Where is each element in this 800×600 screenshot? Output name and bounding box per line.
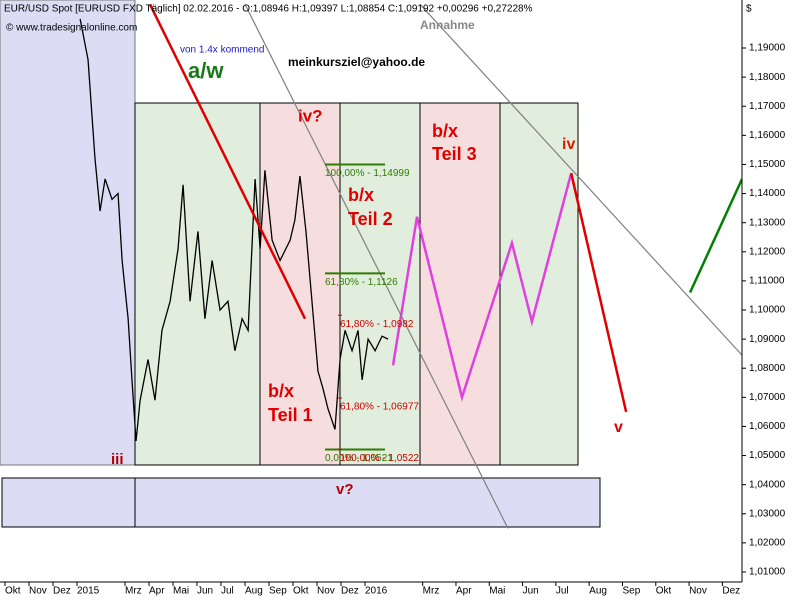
fib-label: 61,80% - 1,1126 — [325, 277, 398, 288]
x-tick-label: Jul — [556, 586, 569, 597]
x-tick-label: Sep — [622, 586, 640, 597]
x-tick-label: Nov — [317, 586, 335, 597]
price-line — [79, 18, 389, 442]
x-tick-label: Okt — [5, 586, 21, 597]
x-tick-label: Okt — [656, 586, 672, 597]
x-tick-label: Aug — [245, 586, 263, 597]
x-tick-label: Aug — [589, 586, 607, 597]
x-tick-label: Mrz — [125, 586, 142, 597]
x-tick-label: 2016 — [365, 586, 388, 597]
annotation: iv? — [298, 106, 323, 125]
annotation: Teil 2 — [348, 209, 393, 229]
annotation: Teil 1 — [268, 405, 313, 425]
y-tick-label: 1,10000 — [749, 305, 786, 316]
y-tick-label: 1,12000 — [749, 246, 786, 257]
annotation: v — [614, 419, 623, 436]
x-tick-label: Jul — [221, 586, 234, 597]
y-tick-label: 1,04000 — [749, 479, 786, 490]
y-tick-label: 1,13000 — [749, 217, 786, 228]
fib-label: 0,00% - 1,0521 — [325, 453, 393, 464]
currency: $ — [746, 4, 752, 15]
annotation: iii — [111, 451, 124, 468]
x-tick-label: Dez — [341, 586, 359, 597]
y-tick-label: 1,16000 — [749, 130, 786, 141]
forecast-line — [244, 4, 509, 529]
fib-label: 61,80% - 1,0982 — [340, 319, 414, 330]
x-tick-label: Mai — [489, 586, 505, 597]
annotation: a/w — [188, 58, 224, 83]
annotation: von 1.4x kommend — [180, 45, 265, 56]
annotation: b/x — [432, 121, 458, 141]
x-tick-label: Dez — [53, 586, 71, 597]
y-tick-label: 1,08000 — [749, 363, 786, 374]
forecast-line — [148, 3, 307, 320]
plot — [79, 3, 742, 529]
annotation: meinkursziel@yahoo.de — [288, 55, 425, 69]
forecast-line — [688, 178, 742, 294]
x-tick-label: Nov — [29, 586, 47, 597]
x-tick-label: Mrz — [423, 586, 440, 597]
y-tick-label: 1,09000 — [749, 334, 786, 345]
forecast-line — [569, 172, 628, 413]
copyright: © www.tradesignalonline.com — [6, 23, 137, 34]
y-tick-label: 1,07000 — [749, 392, 786, 403]
chart-title: EUR/USD Spot [EURUSD FXD Täglich] 02.02.… — [4, 4, 533, 15]
annotation: b/x — [268, 381, 294, 401]
annotation: b/x — [348, 185, 374, 205]
y-tick-label: 1,03000 — [749, 508, 786, 519]
x-tick-label: Apr — [456, 586, 472, 597]
forecast-line — [419, 3, 742, 356]
fib-label: 100,00% - 1,0522 — [340, 453, 419, 464]
x-tick-label: Apr — [149, 586, 165, 597]
y-tick-label: 1,02000 — [749, 538, 786, 549]
y-tick-label: 1,06000 — [749, 421, 786, 432]
y-tick-label: 1,11000 — [749, 276, 785, 287]
zone — [134, 102, 261, 466]
x-tick-label: Sep — [269, 586, 287, 597]
annotation: v? — [336, 481, 354, 498]
x-tick-label: Nov — [689, 586, 707, 597]
zones — [0, 0, 601, 528]
y-tick-label: 1,15000 — [749, 159, 786, 170]
y-tick-label: 1,18000 — [749, 72, 786, 83]
annotation: Teil 3 — [432, 144, 477, 164]
y-tick-label: 1,19000 — [749, 43, 786, 54]
x-tick-label: Jun — [197, 586, 213, 597]
y-tick-label: 1,14000 — [749, 188, 786, 199]
zone — [134, 477, 601, 528]
y-tick-label: 1,05000 — [749, 450, 786, 461]
zone — [0, 0, 136, 466]
zone — [499, 102, 579, 466]
x-tick-label: 2015 — [77, 586, 100, 597]
y-tick-label: 1,01000 — [749, 567, 786, 578]
x-tick-label: Jun — [523, 586, 539, 597]
annotation: Annahme — [420, 18, 475, 32]
fib-label: 61,80% - 1,06977 — [340, 402, 419, 413]
zone — [1, 477, 136, 528]
annotation: iv — [562, 136, 575, 153]
x-tick-label: Mai — [173, 586, 189, 597]
y-tick-label: 1,17000 — [749, 101, 786, 112]
forecast-line — [391, 172, 573, 402]
x-tick-label: Dez — [722, 586, 740, 597]
fib-label: 100,00% - 1,14999 — [325, 168, 410, 179]
x-tick-label: Okt — [293, 586, 309, 597]
